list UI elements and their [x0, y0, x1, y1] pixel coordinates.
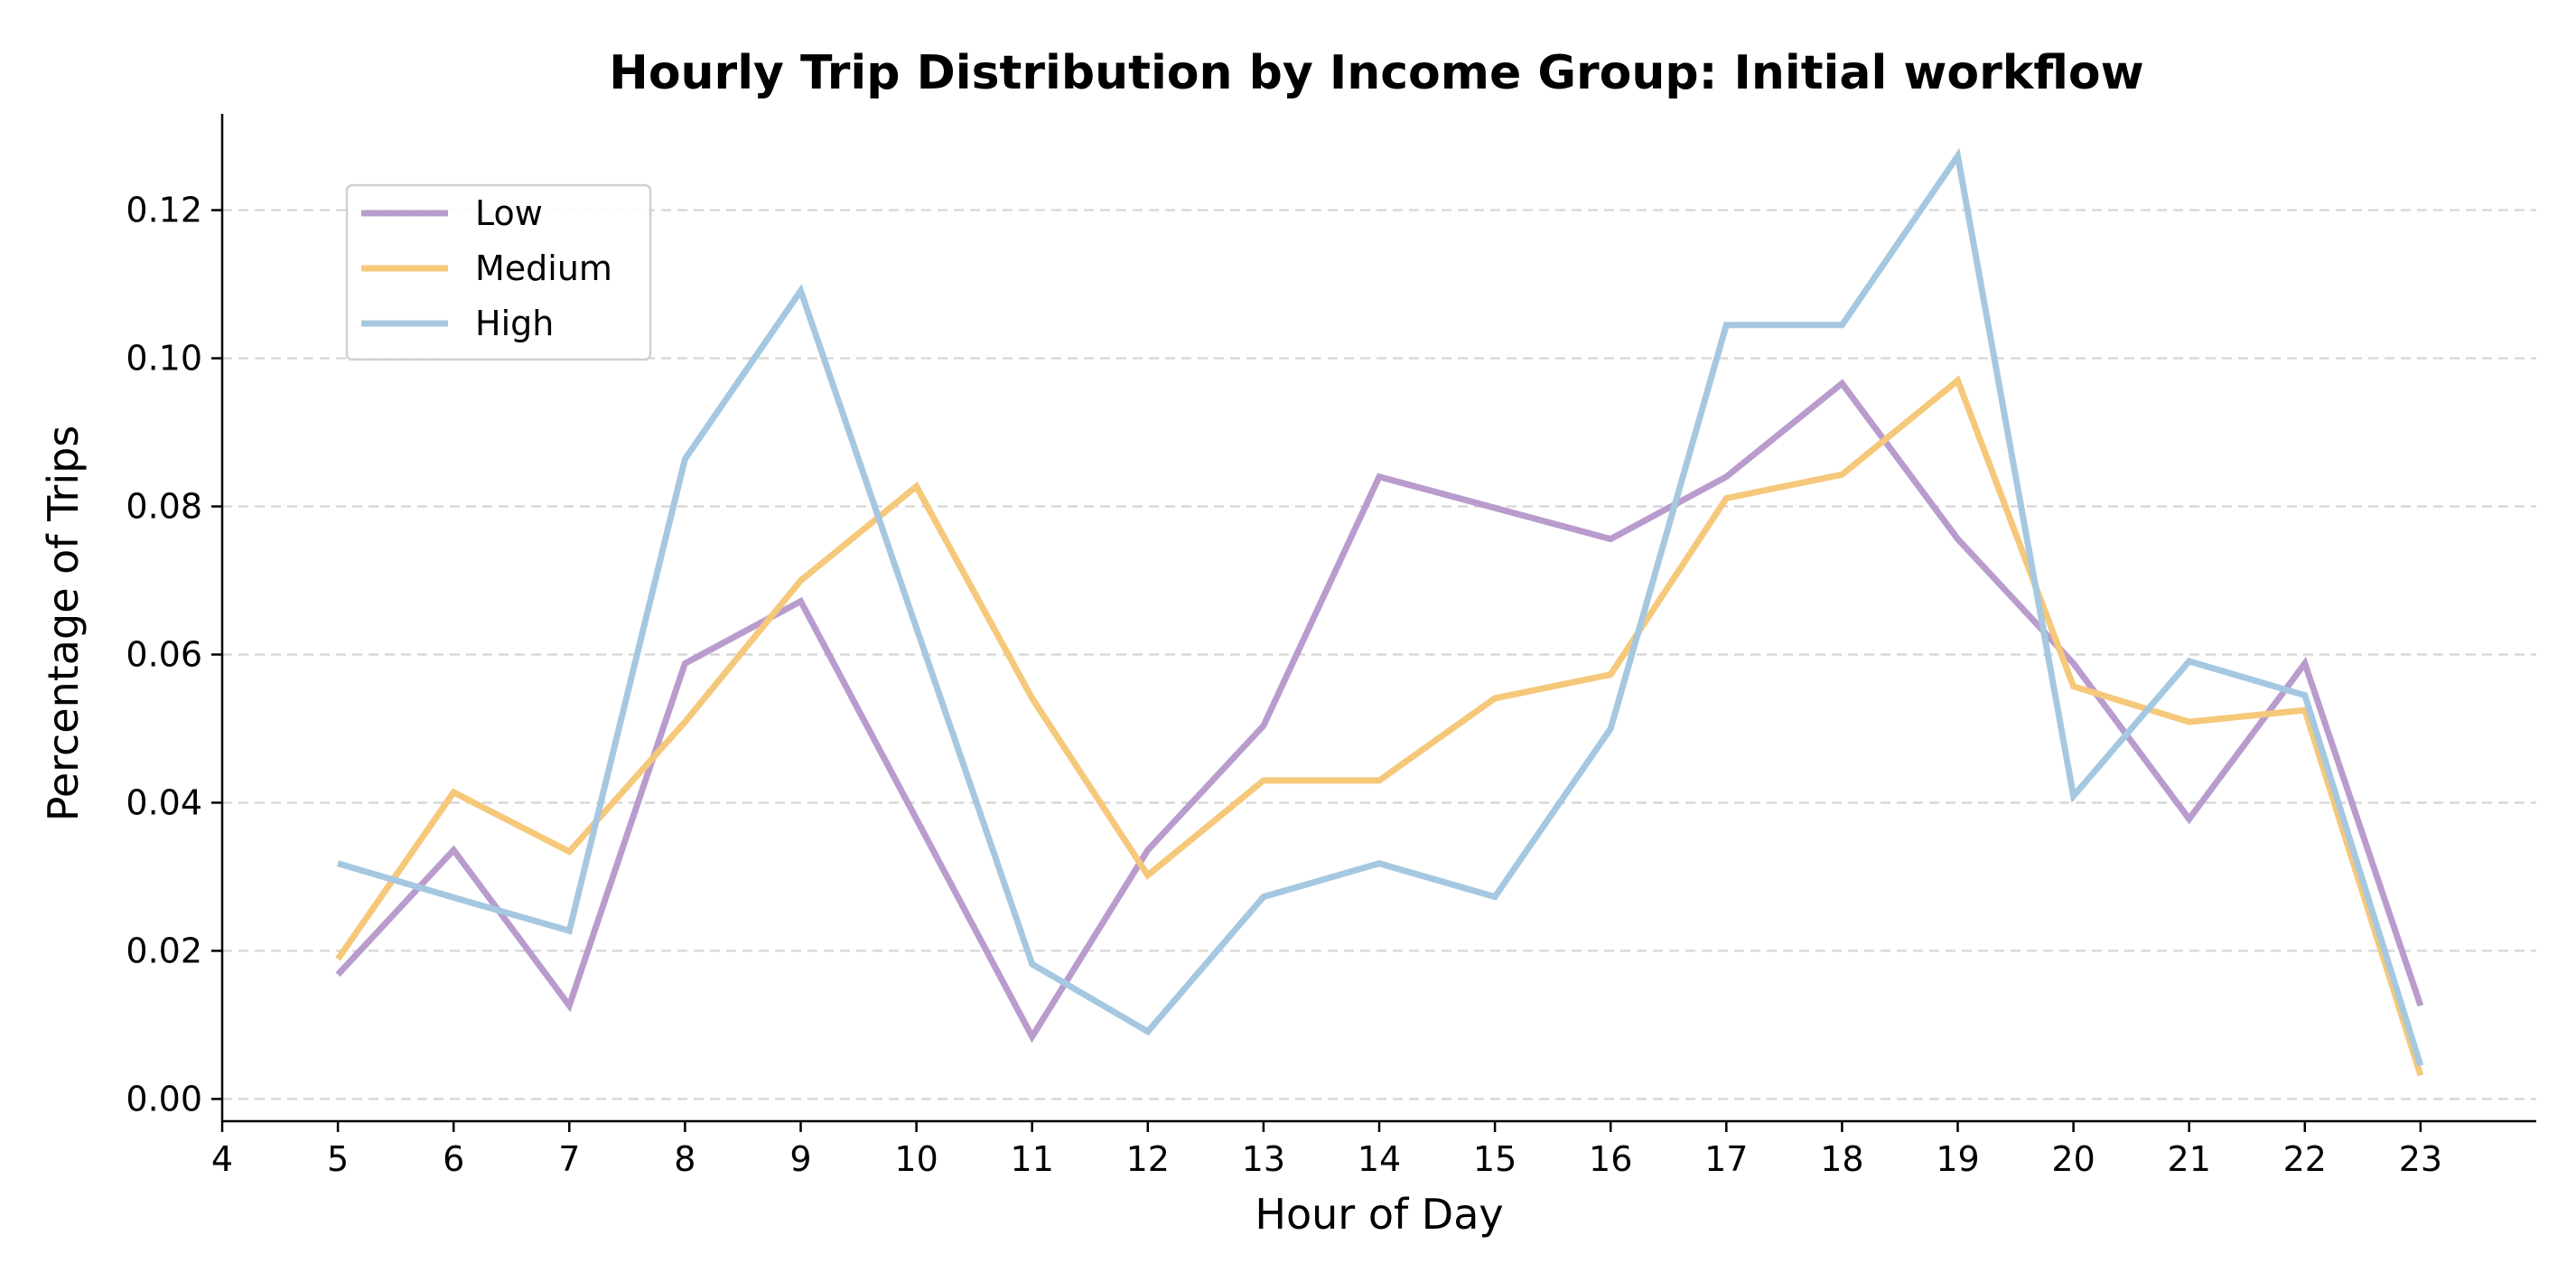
x-tick-label: 8: [674, 1139, 695, 1179]
x-tick-label: 4: [211, 1139, 233, 1179]
gridlines: [222, 209, 2536, 1100]
x-tick-label: 7: [558, 1139, 580, 1179]
x-tick-label: 16: [1589, 1139, 1632, 1179]
legend-label-low: Low: [475, 193, 543, 233]
x-tick-label: 19: [1936, 1139, 1979, 1179]
x-tick-label: 14: [1358, 1139, 1401, 1179]
x-tick-label: 5: [327, 1139, 349, 1179]
y-tick-label: 0.12: [126, 191, 202, 230]
y-tick-label: 0.00: [126, 1079, 202, 1118]
series-line-low: [335, 379, 2424, 1043]
y-tick-label: 0.08: [126, 487, 202, 527]
y-tick-label: 0.10: [126, 339, 202, 379]
y-tick-label: 0.02: [126, 931, 202, 970]
x-tick-label: 18: [1820, 1139, 1863, 1179]
x-tick-label: 13: [1242, 1139, 1285, 1179]
x-axis-label: Hour of Day: [1255, 1190, 1503, 1239]
legend-box: [345, 183, 652, 361]
x-tick-label: 6: [443, 1139, 464, 1179]
series-line-medium: [335, 375, 2424, 1077]
x-tick-label: 22: [2283, 1139, 2327, 1179]
x-tick-label: 10: [894, 1139, 938, 1179]
x-tick-label: 9: [789, 1139, 811, 1179]
legend: Low Medium High: [345, 183, 652, 361]
plot-lines: [335, 147, 2424, 1077]
chart-title: Hourly Trip Distribution by Income Group…: [609, 46, 2143, 100]
y-tick-label: 0.06: [126, 634, 202, 674]
y-tick-label: 0.04: [126, 782, 202, 822]
y-axis-label: Percentage of Trips: [39, 426, 88, 822]
legend-label-high: High: [475, 304, 554, 343]
x-axis-ticks: 4 5 6 7 8 9 10 11 12 13 14 15 16 17 18 19 20 21 22 23: [211, 1121, 2442, 1179]
y-axis-ticks: 0.00 0.02 0.04 0.06 0.08 0.10 0.12: [126, 191, 222, 1118]
x-tick-label: 15: [1473, 1139, 1517, 1179]
x-tick-label: 12: [1126, 1139, 1170, 1179]
legend-label-medium: Medium: [475, 248, 612, 288]
x-tick-label: 21: [2168, 1139, 2211, 1179]
x-tick-label: 11: [1011, 1139, 1054, 1179]
series-line-high: [337, 147, 2424, 1067]
x-tick-label: 23: [2399, 1139, 2442, 1179]
x-tick-label: 20: [2051, 1139, 2095, 1179]
x-tick-label: 17: [1704, 1139, 1748, 1179]
